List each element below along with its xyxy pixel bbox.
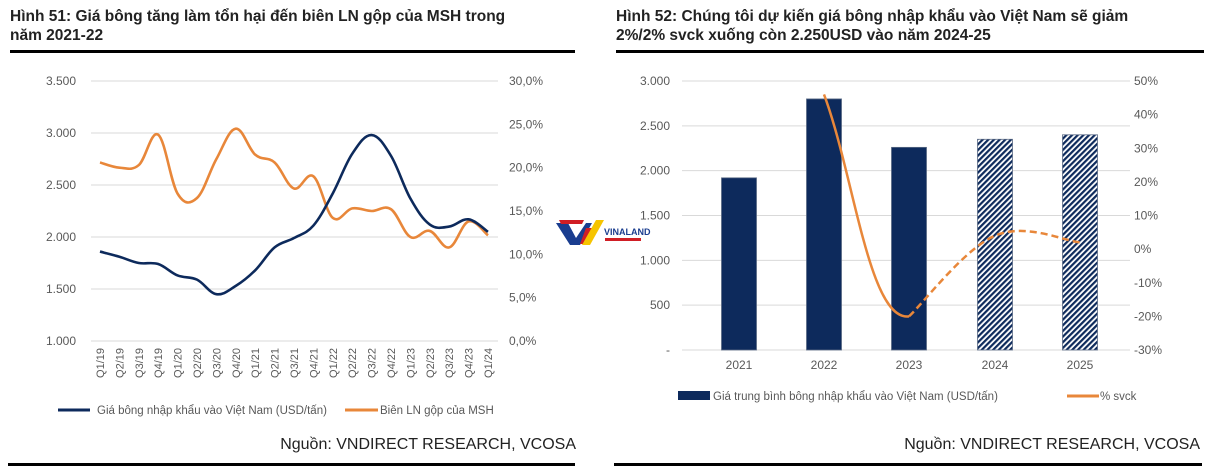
series-line-margin: [99, 127, 489, 249]
legend-label-yoy: % svck: [1100, 391, 1137, 403]
x-tick-label: Q3/19: [134, 348, 146, 378]
y-right-tick-label: 50%: [1134, 74, 1158, 88]
top-rule: [616, 50, 1204, 53]
x-tick-label: Q1/19: [95, 348, 107, 378]
legend-label-margin: Biên LN gộp của MSH: [380, 405, 494, 417]
x-tick-label: 2023: [896, 358, 923, 372]
title-line-1: Hình 52: Chúng tôi dự kiến giá bông nhập…: [616, 8, 1129, 25]
y-left-tick-label: 2.500: [46, 178, 76, 192]
x-tick-label: Q2/20: [192, 348, 204, 378]
x-tick-label: Q4/19: [153, 348, 165, 378]
y-right-tick-label: -30%: [1134, 343, 1162, 357]
x-tick-label: Q2/21: [270, 348, 282, 378]
x-tick-label: Q1/23: [405, 348, 417, 378]
figure-52-source: Nguồn: VNDIRECT RESEARCH, VCOSA: [904, 436, 1200, 453]
y-right-tick-label: 40%: [1134, 108, 1158, 122]
logo-icon: VINALAND: [556, 220, 651, 245]
y-left-tick-label: 1.000: [46, 334, 76, 348]
y-right-tick-label: 10%: [1134, 209, 1158, 223]
y-right-tick-label: 0,0%: [509, 334, 537, 348]
series-line-yoy-actual: [822, 94, 910, 318]
y-left-tick-label: -: [666, 343, 670, 357]
figure-51-title: Hình 51: Giá bông tăng làm tổn hại đến b…: [10, 7, 505, 45]
bar: [721, 177, 757, 351]
bottom-rule: [614, 463, 1202, 466]
x-tick-label: Q4/23: [464, 348, 476, 378]
figure-51-source: Nguồn: VNDIRECT RESEARCH, VCOSA: [280, 436, 576, 453]
y-right-tick-label: -20%: [1134, 309, 1162, 323]
figure-51-panel: Hình 51: Giá bông tăng làm tổn hại đến b…: [0, 0, 600, 475]
y-left-tick-label: 3.500: [46, 74, 76, 88]
bar: [977, 138, 1013, 351]
y-right-tick-label: -10%: [1134, 276, 1162, 290]
x-tick-label: 2022: [811, 358, 838, 372]
legend-swatch-price: [678, 391, 710, 400]
y-right-tick-label: 5,0%: [509, 291, 537, 305]
y-left-tick-label: 2.000: [640, 164, 670, 178]
y-right-tick-label: 25,0%: [509, 117, 543, 131]
y-left-tick-label: 1.500: [640, 209, 670, 223]
x-tick-label: Q4/21: [308, 348, 320, 378]
figure-52-title: Hình 52: Chúng tôi dự kiến giá bông nhập…: [616, 7, 1128, 45]
x-tick-label: Q4/22: [386, 348, 398, 378]
figure-52-panel: Hình 52: Chúng tôi dự kiến giá bông nhập…: [606, 0, 1209, 475]
y-left-tick-label: 2.000: [46, 230, 76, 244]
figure-52-chart: - 500 1.000 1.500 2.000 2.500 3.000 -30% -20% -10…: [640, 74, 1162, 403]
x-tick-label: Q1/20: [173, 348, 185, 378]
legend-label-price: Giá trung bình bông nhập khẩu vào Việt N…: [713, 391, 998, 403]
y-right-tick-label: 30%: [1134, 141, 1158, 155]
title-line-1: Hình 51: Giá bông tăng làm tổn hại đến b…: [10, 8, 506, 25]
y-right-tick-label: 10,0%: [509, 247, 543, 261]
y-right-tick-label: 30,0%: [509, 74, 543, 88]
x-tick-label: Q1/22: [328, 348, 340, 378]
y-right-tick-label: 15,0%: [509, 204, 543, 218]
title-line-2: 2%/2% svck xuống còn 2.250USD vào năm 20…: [616, 27, 991, 44]
y-right-tick-label: 0%: [1134, 242, 1152, 256]
y-left-tick-label: 2.500: [640, 119, 670, 133]
legend-label-price: Giá bông nhập khẩu vào Việt Nam (USD/tấn…: [97, 405, 327, 417]
series-line-yoy-forecast: [908, 229, 1081, 318]
x-tick-label: Q3/21: [289, 348, 301, 378]
y-left-tick-label: 3.000: [640, 74, 670, 88]
y-left-tick-label: 1.000: [640, 253, 670, 267]
x-tick-label: Q1/21: [250, 348, 262, 378]
y-left-tick-label: 3.000: [46, 126, 76, 140]
bar: [891, 146, 927, 351]
series-line-price: [99, 133, 489, 296]
bar: [806, 98, 842, 351]
x-tick-label: Q2/19: [114, 348, 126, 378]
x-tick-label: 2024: [982, 358, 1009, 372]
y-right-tick-label: 20%: [1134, 175, 1158, 189]
x-tick-label: Q4/20: [231, 348, 243, 378]
y-left-tick-label: 500: [650, 298, 670, 312]
vinaland-logo: VINALAND: [556, 218, 656, 253]
bottom-rule: [8, 463, 575, 466]
x-tick-label: Q1/24: [483, 348, 495, 378]
logo-text: VINALAND: [604, 227, 651, 237]
y-left-tick-label: 1.500: [46, 282, 76, 296]
x-tick-label: Q3/23: [444, 348, 456, 378]
x-tick-label: Q2/22: [347, 348, 359, 378]
x-tick-label: 2021: [726, 358, 753, 372]
title-line-2: năm 2021-22: [10, 27, 104, 44]
x-tick-label: Q3/22: [367, 348, 379, 378]
x-tick-label: Q2/23: [425, 348, 437, 378]
figure-51-chart: 1.000 1.500 2.000 2.500 3.000 3.500 0,0% 5,0% 10…: [46, 74, 543, 417]
x-tick-label: 2025: [1067, 358, 1094, 372]
top-rule: [10, 50, 575, 53]
y-right-tick-label: 20,0%: [509, 161, 543, 175]
x-tick-label: Q3/20: [211, 348, 223, 378]
